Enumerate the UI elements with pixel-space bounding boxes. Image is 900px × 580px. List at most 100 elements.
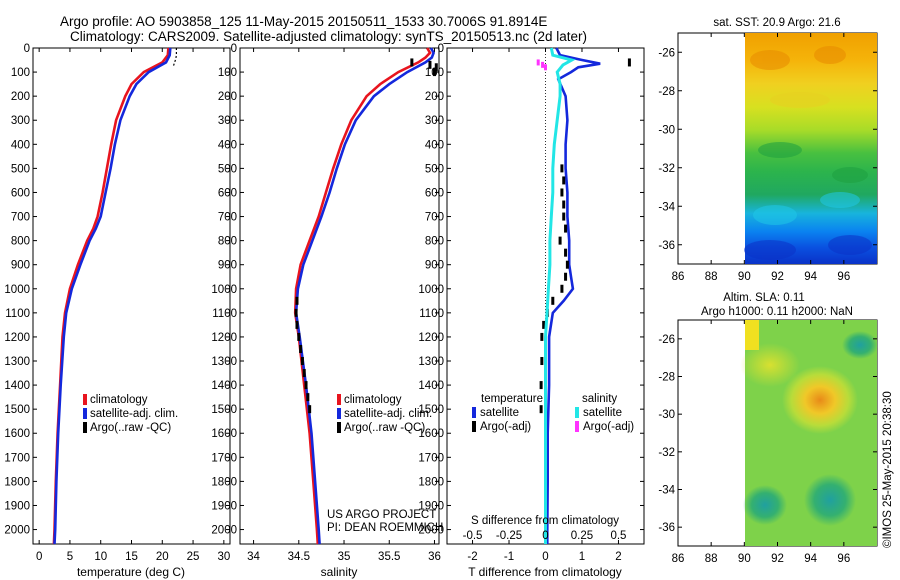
map-x-tick-label: 96: [837, 553, 850, 565]
y-tick-label: 400: [218, 139, 237, 151]
y-tick-label: 0: [438, 43, 444, 55]
argo-point: [297, 332, 301, 341]
y-tick-label: 100: [218, 67, 237, 79]
legend-swatch-satellite: [83, 408, 87, 419]
y-tick-label: 1800: [4, 476, 30, 488]
map-x-tick-label: 86: [672, 271, 685, 283]
argo-t-point: [551, 296, 555, 305]
x-tick-label: 5: [67, 551, 73, 563]
legend-label-climatology: climatology: [90, 394, 148, 406]
figure-title-line2: Climatology: CARS2009. Satellite-adjuste…: [70, 29, 587, 44]
map-y-tick-label: -34: [658, 201, 675, 213]
y-tick-label: 1900: [418, 500, 444, 512]
y-tick-label: 500: [425, 163, 444, 175]
legend-swatch-argo: [337, 422, 341, 433]
argo-t-point: [560, 188, 564, 197]
argo-point: [410, 58, 414, 67]
y-tick-label: 500: [218, 163, 237, 175]
y-tick-label: 1100: [212, 308, 237, 320]
y-tick-label: 300: [218, 115, 237, 127]
x-tick-label: 20: [156, 551, 169, 563]
argo-point: [300, 357, 304, 366]
x-tick-label: 35.5: [378, 551, 400, 563]
legend-swatch-climatology: [83, 394, 87, 405]
map-x-tick-label: 92: [771, 553, 784, 565]
map-x-tick-label: 92: [771, 271, 784, 283]
y-tick-label: 600: [218, 187, 237, 199]
y-tick-label: 1000: [211, 284, 237, 296]
map-y-tick-label: -30: [658, 124, 675, 136]
sla-yellow-strip: [745, 320, 759, 350]
map-y-tick-label: -36: [658, 240, 675, 252]
top-tick-label: -0.25: [496, 530, 522, 542]
y-tick-label: 400: [11, 139, 30, 151]
y-tick-label: 200: [425, 91, 444, 103]
x-tick-label: 30: [217, 551, 230, 563]
legend-label-argo: Argo(..raw -QC): [344, 422, 425, 434]
map-x-tick-label: 88: [705, 271, 718, 283]
y-tick-label: 1800: [418, 476, 444, 488]
legend-label-s-argo: Argo(-adj): [583, 421, 634, 433]
map-x-tick-label: 94: [804, 553, 817, 565]
y-tick-label: 800: [11, 236, 30, 248]
y-tick-label: 1300: [418, 356, 444, 368]
legend-label-t-satellite: satellite: [480, 407, 519, 419]
x-tick-label: 15: [125, 551, 138, 563]
x-tick-label: 2: [615, 551, 621, 563]
series-line-s-satellite: [544, 47, 576, 544]
y-tick-label: 1400: [418, 380, 444, 392]
legend-label-s-satellite: satellite: [583, 407, 622, 419]
map-x-tick-label: 96: [837, 271, 850, 283]
y-tick-label: 700: [11, 212, 30, 224]
salinity-xlabel: salinity: [321, 565, 358, 579]
legend-swatch-s-argo: [575, 421, 579, 432]
top-tick-label: -0.5: [463, 530, 483, 542]
x-tick-label: 34: [247, 551, 260, 563]
y-tick-label: 700: [425, 212, 444, 224]
y-tick-label: 200: [218, 91, 237, 103]
argo-t-point: [627, 58, 631, 67]
salinity-difference-ticks: -0.5 -0.25 0 0.25 0.5: [463, 530, 627, 542]
y-tick-label: 300: [11, 115, 30, 127]
legend-label-satellite: satellite-adj. clim.: [344, 408, 432, 420]
temperature-series: [52, 47, 177, 545]
legend-swatch-argo: [83, 422, 87, 433]
x-tick-label: 0: [36, 551, 42, 563]
y-tick-label: 1100: [419, 308, 444, 320]
map-y-tick-label: -26: [658, 334, 675, 346]
legend-label-argo: Argo(..raw -QC): [90, 422, 171, 434]
map-y-tick-label: -34: [658, 485, 675, 497]
y-tick-label: 300: [425, 115, 444, 127]
y-tick-label: 2000: [4, 525, 30, 537]
argo-t-point: [564, 272, 568, 281]
argo-point: [299, 344, 303, 353]
y-tick-label: 1300: [4, 356, 30, 368]
salinity-panel: 0100200300400500600700800900100011001200…: [211, 43, 443, 579]
argo-point: [434, 63, 438, 72]
argo-t-point: [560, 284, 564, 293]
argo-s-point: [544, 64, 547, 71]
legend-swatch-t-satellite: [472, 407, 476, 418]
argo-point: [428, 60, 432, 69]
y-tick-label: 600: [425, 187, 444, 199]
argo-t-point: [564, 248, 568, 257]
y-tick-label: 500: [11, 163, 30, 175]
legend-swatch-t-argo: [472, 421, 476, 432]
x-tick-label: 0: [542, 551, 548, 563]
sla-low-anomaly-2: [743, 485, 787, 525]
x-tick-label: -2: [467, 551, 477, 563]
project-line2: PI: DEAN ROEMMICH: [327, 522, 443, 534]
argo-t-point: [540, 357, 544, 366]
sst-map-panel: sat. SST: 20.9 Argo: 21.6 86 88 90 92 94 96 -2…: [658, 17, 878, 283]
argo-point: [306, 393, 310, 402]
sst-map-title: sat. SST: 20.9 Argo: 21.6: [713, 17, 840, 29]
argo-point: [302, 369, 306, 378]
map-y-tick-label: -36: [658, 522, 675, 534]
x-tick-label: 1: [579, 551, 585, 563]
timestamp-stamp: ©IMOS 25-May-2015 20:38:30: [882, 391, 894, 548]
y-tick-label: 700: [218, 212, 237, 224]
y-tick-label: 1600: [418, 428, 444, 440]
y-tick-label: 1300: [211, 356, 237, 368]
legend-title-salinity: salinity: [582, 393, 617, 405]
argo-t-point: [539, 381, 543, 390]
